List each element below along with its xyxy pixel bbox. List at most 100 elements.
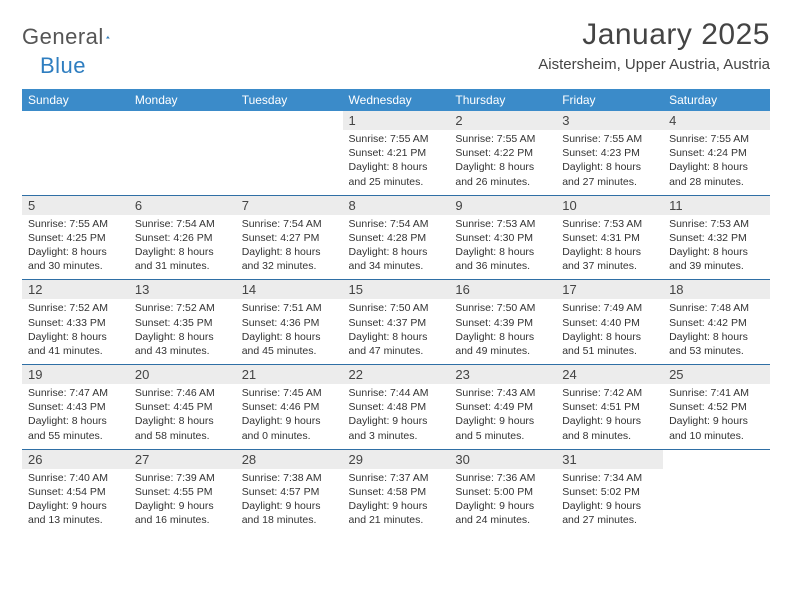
day-number-cell: 17 bbox=[556, 280, 663, 300]
day-details: Sunrise: 7:55 AMSunset: 4:24 PMDaylight:… bbox=[669, 130, 764, 189]
week-row: Sunrise: 7:55 AM Sunset: 4:25 PM Daylight:… bbox=[22, 215, 770, 280]
daylight-text-2: and 8 minutes. bbox=[562, 430, 631, 442]
day-details: Sunrise: 7:55 AMSunset: 4:21 PMDaylight:… bbox=[349, 130, 444, 189]
daylight-text-1: Daylight: 8 hours bbox=[455, 331, 534, 343]
day-details: Sunrise: 7:48 AMSunset: 4:42 PMDaylight:… bbox=[669, 299, 764, 358]
daylight-text-2: and 34 minutes. bbox=[349, 260, 424, 272]
sunset-text: Sunset: 4:48 PM bbox=[349, 401, 427, 413]
day-number-cell bbox=[236, 111, 343, 130]
day-details: Sunrise: 7:55 AMSunset: 4:23 PMDaylight:… bbox=[562, 130, 657, 189]
day-number-cell bbox=[22, 111, 129, 130]
sunrise-text: Sunrise: 7:38 AM bbox=[242, 472, 322, 484]
weekday-header-row: Sunday Monday Tuesday Wednesday Thursday… bbox=[22, 89, 770, 111]
day-body-cell: Sunrise: 7:52 AMSunset: 4:33 PMDaylight:… bbox=[22, 299, 129, 364]
sunset-text: Sunset: 4:54 PM bbox=[28, 486, 106, 498]
day-details: Sunrise: 7:50 AMSunset: 4:37 PMDaylight:… bbox=[349, 299, 444, 358]
daynum-row: 262728293031 bbox=[22, 449, 770, 469]
day-body-cell: Sunrise: 7:44 AMSunset: 4:48 PMDaylight:… bbox=[343, 384, 450, 449]
day-number-cell: 4 bbox=[663, 111, 770, 130]
daynum-row: 567891011 bbox=[22, 195, 770, 215]
daylight-text-1: Daylight: 9 hours bbox=[455, 500, 534, 512]
sunrise-text: Sunrise: 7:55 AM bbox=[28, 218, 108, 230]
day-body-cell bbox=[22, 130, 129, 195]
week-row: Sunrise: 7:55 AM Sunset: 4:21 PM Daylight:… bbox=[22, 130, 770, 195]
daylight-text-1: Daylight: 8 hours bbox=[455, 246, 534, 258]
sunrise-text: Sunrise: 7:41 AM bbox=[669, 387, 749, 399]
daynum-row: 19202122232425 bbox=[22, 365, 770, 385]
sunrise-text: Sunrise: 7:46 AM bbox=[135, 387, 215, 399]
daylight-text-2: and 27 minutes. bbox=[562, 514, 637, 526]
daylight-text-1: Daylight: 8 hours bbox=[135, 331, 214, 343]
day-number-cell: 11 bbox=[663, 195, 770, 215]
sunrise-text: Sunrise: 7:51 AM bbox=[242, 302, 322, 314]
day-body-cell: Sunrise: 7:51 AMSunset: 4:36 PMDaylight:… bbox=[236, 299, 343, 364]
day-details: Sunrise: 7:50 AMSunset: 4:39 PMDaylight:… bbox=[455, 299, 550, 358]
sunrise-text: Sunrise: 7:54 AM bbox=[349, 218, 429, 230]
day-body-cell: Sunrise: 7:54 AMSunset: 4:28 PMDaylight:… bbox=[343, 215, 450, 280]
week-row: Sunrise: 7:40 AMSunset: 4:54 PMDaylight:… bbox=[22, 469, 770, 534]
daylight-text-2: and 51 minutes. bbox=[562, 345, 637, 357]
day-details: Sunrise: 7:44 AMSunset: 4:48 PMDaylight:… bbox=[349, 384, 444, 443]
daylight-text-1: Daylight: 9 hours bbox=[562, 500, 641, 512]
daylight-text-1: Daylight: 8 hours bbox=[135, 415, 214, 427]
weekday-header: Thursday bbox=[449, 89, 556, 111]
day-number-cell: 3 bbox=[556, 111, 663, 130]
day-body-cell bbox=[663, 469, 770, 534]
sunrise-text: Sunrise: 7:48 AM bbox=[669, 302, 749, 314]
sunrise-text: Sunrise: 7:52 AM bbox=[135, 302, 215, 314]
day-number-cell: 18 bbox=[663, 280, 770, 300]
day-details: Sunrise: 7:54 AMSunset: 4:28 PMDaylight:… bbox=[349, 215, 444, 274]
day-number-cell: 12 bbox=[22, 280, 129, 300]
sunrise-text: Sunrise: 7:54 AM bbox=[135, 218, 215, 230]
day-details: Sunrise: 7:55 AMSunset: 4:22 PMDaylight:… bbox=[455, 130, 550, 189]
daylight-text-2: and 49 minutes. bbox=[455, 345, 530, 357]
day-details: Sunrise: 7:41 AMSunset: 4:52 PMDaylight:… bbox=[669, 384, 764, 443]
sunset-text: Sunset: 4:37 PM bbox=[349, 317, 427, 329]
day-body-cell: Sunrise: 7:37 AMSunset: 4:58 PMDaylight:… bbox=[343, 469, 450, 534]
day-details: Sunrise: 7:49 AMSunset: 4:40 PMDaylight:… bbox=[562, 299, 657, 358]
daylight-text-1: Daylight: 8 hours bbox=[669, 161, 748, 173]
day-details: Sunrise: 7:54 AMSunset: 4:26 PMDaylight:… bbox=[135, 215, 230, 274]
week-row: Sunrise: 7:52 AMSunset: 4:33 PMDaylight:… bbox=[22, 299, 770, 364]
day-number-cell: 31 bbox=[556, 449, 663, 469]
weekday-header: Monday bbox=[129, 89, 236, 111]
daylight-text-1: Daylight: 9 hours bbox=[28, 500, 107, 512]
daylight-text-2: and 58 minutes. bbox=[135, 430, 210, 442]
day-body-cell: Sunrise: 7:50 AMSunset: 4:39 PMDaylight:… bbox=[449, 299, 556, 364]
day-body-cell: Sunrise: 7:48 AMSunset: 4:42 PMDaylight:… bbox=[663, 299, 770, 364]
daylight-text-2: and 16 minutes. bbox=[135, 514, 210, 526]
day-details: Sunrise: 7:53 AMSunset: 4:30 PMDaylight:… bbox=[455, 215, 550, 274]
sunset-text: Sunset: 4:25 PM bbox=[28, 232, 106, 244]
daynum-row: 1234 bbox=[22, 111, 770, 130]
day-number-cell: 21 bbox=[236, 365, 343, 385]
daylight-text-1: Daylight: 8 hours bbox=[242, 331, 321, 343]
day-body-cell: Sunrise: 7:46 AMSunset: 4:45 PMDaylight:… bbox=[129, 384, 236, 449]
day-number-cell: 13 bbox=[129, 280, 236, 300]
day-number-cell: 5 bbox=[22, 195, 129, 215]
sunset-text: Sunset: 4:22 PM bbox=[455, 147, 533, 159]
sunset-text: Sunset: 4:21 PM bbox=[349, 147, 427, 159]
daylight-text-1: Daylight: 8 hours bbox=[349, 246, 428, 258]
week-row: Sunrise: 7:47 AMSunset: 4:43 PMDaylight:… bbox=[22, 384, 770, 449]
day-body-cell bbox=[129, 130, 236, 195]
calendar-table: Sunday Monday Tuesday Wednesday Thursday… bbox=[22, 89, 770, 533]
daylight-text-2: and 3 minutes. bbox=[349, 430, 418, 442]
brand-part2: Blue bbox=[40, 53, 86, 79]
sunset-text: Sunset: 4:43 PM bbox=[28, 401, 106, 413]
title-block: January 2025 Aistersheim, Upper Austria,… bbox=[538, 18, 770, 73]
day-details: Sunrise: 7:45 AMSunset: 4:46 PMDaylight:… bbox=[242, 384, 337, 443]
sunset-text: Sunset: 4:39 PM bbox=[455, 317, 533, 329]
day-body-cell: Sunrise: 7:36 AMSunset: 5:00 PMDaylight:… bbox=[449, 469, 556, 534]
day-details: Sunrise: 7:53 AMSunset: 4:31 PMDaylight:… bbox=[562, 215, 657, 274]
day-details: Sunrise: 7:51 AMSunset: 4:36 PMDaylight:… bbox=[242, 299, 337, 358]
daylight-text-2: and 27 minutes. bbox=[562, 176, 637, 188]
day-body-cell: Sunrise: 7:34 AMSunset: 5:02 PMDaylight:… bbox=[556, 469, 663, 534]
sunrise-text: Sunrise: 7:50 AM bbox=[349, 302, 429, 314]
sunset-text: Sunset: 4:55 PM bbox=[135, 486, 213, 498]
daylight-text-1: Daylight: 8 hours bbox=[669, 331, 748, 343]
daylight-text-2: and 55 minutes. bbox=[28, 430, 103, 442]
daylight-text-2: and 36 minutes. bbox=[455, 260, 530, 272]
day-number-cell bbox=[129, 111, 236, 130]
day-number-cell: 22 bbox=[343, 365, 450, 385]
sunrise-text: Sunrise: 7:55 AM bbox=[562, 133, 642, 145]
